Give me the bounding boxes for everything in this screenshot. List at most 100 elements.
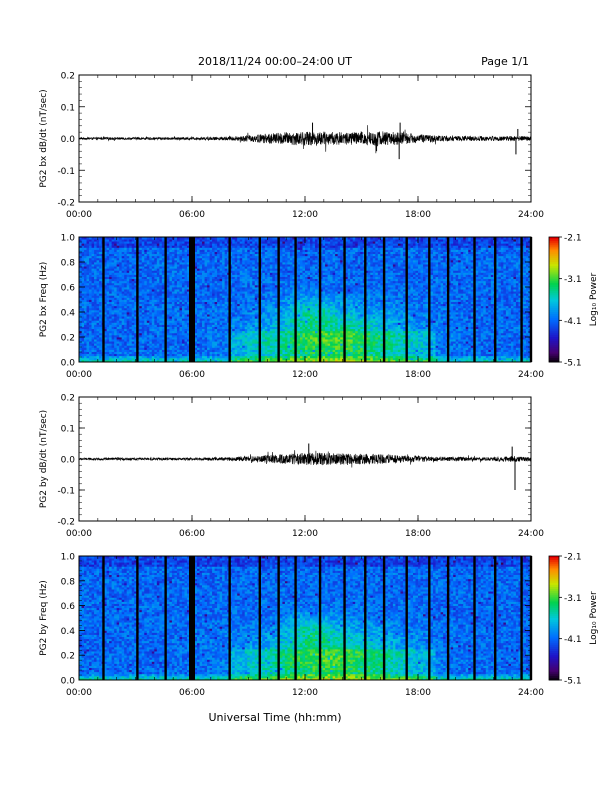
x-tick-label: 18:00 [405, 370, 431, 380]
chart-panel-3: 00:00 06:00 12:00 18:00 24:00 0.2 0.1 0.0 -0.1 -0… [39, 394, 544, 540]
data-gap-10 [343, 556, 346, 680]
x-tick-label: 06:00 [179, 370, 205, 380]
x-tick-label: 24:00 [518, 210, 544, 220]
colorbar-tick-label: -4.1 [564, 317, 582, 327]
y-tick-label: 0.0 [61, 456, 76, 466]
x-tick-label: 00:00 [66, 529, 92, 539]
data-gap-16 [473, 556, 476, 680]
x-tick-label: 00:00 [66, 688, 92, 698]
data-gap-5 [228, 556, 231, 680]
x-tick-label: 12:00 [292, 529, 318, 539]
colorbar-tick-label: -3.1 [564, 275, 582, 285]
y-tick-label: 0.2 [61, 652, 75, 662]
y-axis-label: PG2 bx dB/dt (nT/sec) [39, 89, 49, 187]
data-gap-11 [364, 556, 367, 680]
data-gap-8 [294, 556, 297, 680]
y-tick-label: 0.2 [61, 394, 75, 404]
data-gap-18 [520, 237, 523, 362]
chart-panel-2: -2.1 -3.1 -4.1 -5.1 Log₁₀ Power 00:00 06:00 12:… [39, 234, 599, 381]
page-number: Page 1/1 [481, 55, 529, 68]
y-tick-label: 0.6 [61, 602, 76, 612]
colorbar-label: Log₁₀ Power [589, 591, 599, 645]
y-tick-label: 0.1 [61, 103, 75, 113]
colorbar-tick-label: -5.1 [564, 359, 582, 369]
data-gap-1 [102, 556, 105, 680]
data-gap-2 [136, 556, 139, 680]
y-axis-label: PG2 by Freq (Hz) [39, 580, 49, 656]
data-gap-4 [189, 237, 195, 362]
data-gap-10 [343, 237, 346, 362]
y-tick-label: 1.0 [61, 553, 76, 563]
data-gap-15 [446, 237, 450, 362]
data-gap-1 [102, 237, 105, 362]
x-tick-label: 00:00 [66, 370, 92, 380]
colorbar: -2.1 -3.1 -4.1 -5.1 Log₁₀ Power [548, 553, 599, 687]
data-gap-13 [405, 556, 408, 680]
data-gap-12 [382, 237, 386, 362]
x-tick-label: 06:00 [179, 529, 205, 539]
data-gap-6 [258, 237, 261, 362]
data-gap-7 [277, 237, 280, 362]
data-gap-17 [494, 556, 497, 680]
data-gap-12 [382, 556, 386, 680]
data-gap-2 [136, 237, 139, 362]
x-axis-label: Universal Time (hh:mm) [209, 711, 342, 724]
data-gap-14 [428, 556, 431, 680]
x-tick-label: 06:00 [179, 210, 205, 220]
y-tick-label: 0.0 [61, 135, 76, 145]
y-tick-label: -0.1 [57, 167, 75, 177]
colorbar-tick-label: -2.1 [564, 234, 582, 244]
y-tick-label: 0.8 [61, 259, 76, 269]
x-tick-label: 18:00 [405, 529, 431, 539]
colorbar-tick-label: -3.1 [564, 594, 582, 604]
data-gap-14 [428, 237, 431, 362]
spectrogram-cells [79, 556, 532, 681]
colorbar-tick-label: -4.1 [564, 635, 582, 645]
data-gap-9 [318, 556, 322, 680]
panels: 00:00 06:00 12:00 18:00 24:00 0.2 0.1 0.0 -0.1 -0… [39, 72, 599, 699]
data-gap-6 [258, 556, 261, 680]
chart-panel-1: 00:00 06:00 12:00 18:00 24:00 0.2 0.1 0.0 -0.1 -0… [39, 72, 544, 221]
y-tick-label: 0.1 [61, 425, 75, 435]
x-tick-label: 18:00 [405, 688, 431, 698]
y-tick-label: 0.0 [61, 677, 76, 687]
y-tick-label: 1.0 [61, 234, 76, 244]
colorbar-label: Log₁₀ Power [589, 273, 599, 327]
data-gap-5 [228, 237, 231, 362]
x-tick-label: 12:00 [292, 210, 318, 220]
colorbar: -2.1 -3.1 -4.1 -5.1 Log₁₀ Power [548, 234, 599, 369]
x-tick-label: 24:00 [518, 370, 544, 380]
x-tick-label: 06:00 [179, 688, 205, 698]
data-gap-18 [520, 556, 523, 680]
x-tick-label: 00:00 [66, 210, 92, 220]
spectrogram-cells [79, 237, 532, 363]
y-tick-label: 0.2 [61, 334, 75, 344]
y-tick-label: 0.6 [61, 284, 76, 294]
series-line [78, 450, 532, 468]
y-tick-label: 0.4 [61, 627, 76, 637]
data-gap-3 [164, 556, 167, 680]
x-tick-label: 24:00 [518, 529, 544, 539]
y-axis-label: PG2 bx Freq (Hz) [39, 262, 49, 338]
data-gap-13 [405, 237, 408, 362]
data-gap-9 [318, 237, 322, 362]
x-tick-label: 12:00 [292, 370, 318, 380]
y-tick-label: -0.2 [57, 199, 75, 209]
chart-panel-4: -2.1 -3.1 -4.1 -5.1 Log₁₀ Power 00:00 06:00 12:… [39, 553, 599, 699]
y-tick-label: 0.4 [61, 309, 76, 319]
data-gap-17 [494, 237, 497, 362]
data-gap-16 [473, 237, 476, 362]
x-tick-label: 24:00 [518, 688, 544, 698]
y-tick-label: 0.8 [61, 577, 76, 587]
colorbar-tick-label: -5.1 [564, 677, 582, 687]
y-axis-label: PG2 by dB/dt (nT/sec) [39, 410, 49, 508]
page-title: 2018/11/24 00:00–24:00 UT [198, 55, 352, 68]
x-tick-label: 12:00 [292, 688, 318, 698]
data-gap-15 [446, 556, 450, 680]
data-gap-11 [364, 237, 367, 362]
data-gap-8 [294, 237, 297, 362]
y-tick-label: 0.2 [61, 72, 75, 82]
x-tick-label: 18:00 [405, 210, 431, 220]
y-tick-label: -0.1 [57, 487, 75, 497]
